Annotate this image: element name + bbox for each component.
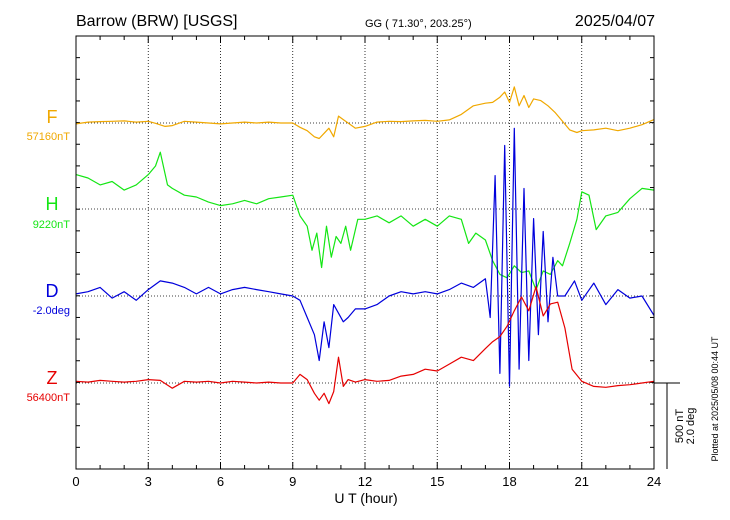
series-line-z [75, 286, 655, 405]
series-label-d: D [46, 281, 59, 301]
date-label: 2025/04/07 [575, 13, 655, 30]
baseline-label-h: 9220nT [33, 219, 71, 231]
series-baselines [76, 122, 654, 384]
x-tick-label: 6 [217, 474, 224, 489]
scale-bar-label-deg: 2.0 deg [685, 408, 697, 445]
x-tick-labels: 0 3 6 9 12 15 18 21 24 [72, 474, 661, 489]
series-label-h: H [46, 194, 59, 214]
baseline-label-f: 57160nT [27, 131, 71, 143]
series-label-f: F [47, 107, 58, 127]
baseline-label-z: 56400nT [27, 392, 71, 404]
coordinates-label: GG ( 71.30°, 203.25°) [365, 18, 472, 30]
grid [147, 36, 583, 469]
plot-frame [75, 35, 655, 470]
series-line-h [75, 151, 655, 291]
station-title: Barrow (BRW) [USGS] [76, 13, 238, 30]
x-tick-label: 9 [289, 474, 296, 489]
scale-bar-label-nt: 500 nT [674, 409, 686, 444]
x-tick-label: 3 [145, 474, 152, 489]
series-line-f [75, 86, 655, 140]
series-label-z: Z [47, 368, 58, 388]
x-tick-label: 15 [430, 474, 444, 489]
x-tick-label: 24 [647, 474, 661, 489]
x-tick-label: 0 [72, 474, 79, 489]
x-tick-label: 21 [575, 474, 589, 489]
baseline-label-d: -2.0deg [33, 305, 70, 317]
series-line-d [75, 127, 655, 387]
x-tick-label: 18 [502, 474, 516, 489]
x-axis-label: U T (hour) [334, 490, 397, 506]
plotted-timestamp: Plotted at 2025/05/08 00:44 UT [710, 336, 720, 462]
series-lines [75, 86, 655, 405]
x-tick-label: 12 [358, 474, 372, 489]
